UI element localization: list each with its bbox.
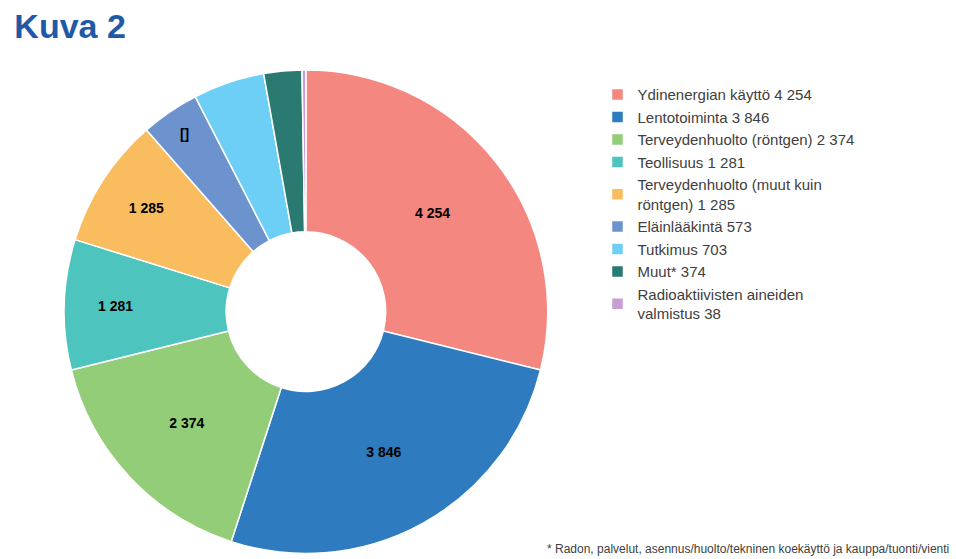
svg-text:Terveydenhuolto (röntgen) 2 37: Terveydenhuolto (röntgen) 2 374 bbox=[638, 131, 855, 148]
svg-text:1 281: 1 281 bbox=[98, 298, 133, 314]
svg-text:Teollisuus 1 281: Teollisuus 1 281 bbox=[638, 154, 746, 171]
svg-text:1 285: 1 285 bbox=[129, 200, 164, 216]
svg-text:4 254: 4 254 bbox=[415, 205, 450, 221]
svg-text:3 846: 3 846 bbox=[366, 444, 401, 460]
svg-text:Eläinlääkintä 573: Eläinlääkintä 573 bbox=[638, 218, 752, 235]
svg-text:Tutkimus 703: Tutkimus 703 bbox=[638, 241, 727, 258]
svg-text:2 374: 2 374 bbox=[169, 415, 204, 431]
svg-text:Ydinenergian käyttö 4 254: Ydinenergian käyttö 4 254 bbox=[638, 86, 812, 103]
svg-text:Radioaktiivisten aineidenvalmi: Radioaktiivisten aineidenvalmistus 38 bbox=[638, 286, 804, 323]
svg-text:[]: [] bbox=[180, 126, 189, 142]
svg-text:* Radon, palvelut, asennus/huo: * Radon, palvelut, asennus/huolto/teknin… bbox=[547, 542, 949, 556]
svg-text:Kuva 2: Kuva 2 bbox=[14, 7, 126, 45]
svg-text:Lentotoiminta 3 846: Lentotoiminta 3 846 bbox=[638, 109, 770, 126]
svg-text:Muut* 374: Muut* 374 bbox=[638, 263, 706, 280]
svg-text:Terveydenhuolto (muut kuinrönt: Terveydenhuolto (muut kuinröntgen) 1 285 bbox=[638, 176, 822, 213]
